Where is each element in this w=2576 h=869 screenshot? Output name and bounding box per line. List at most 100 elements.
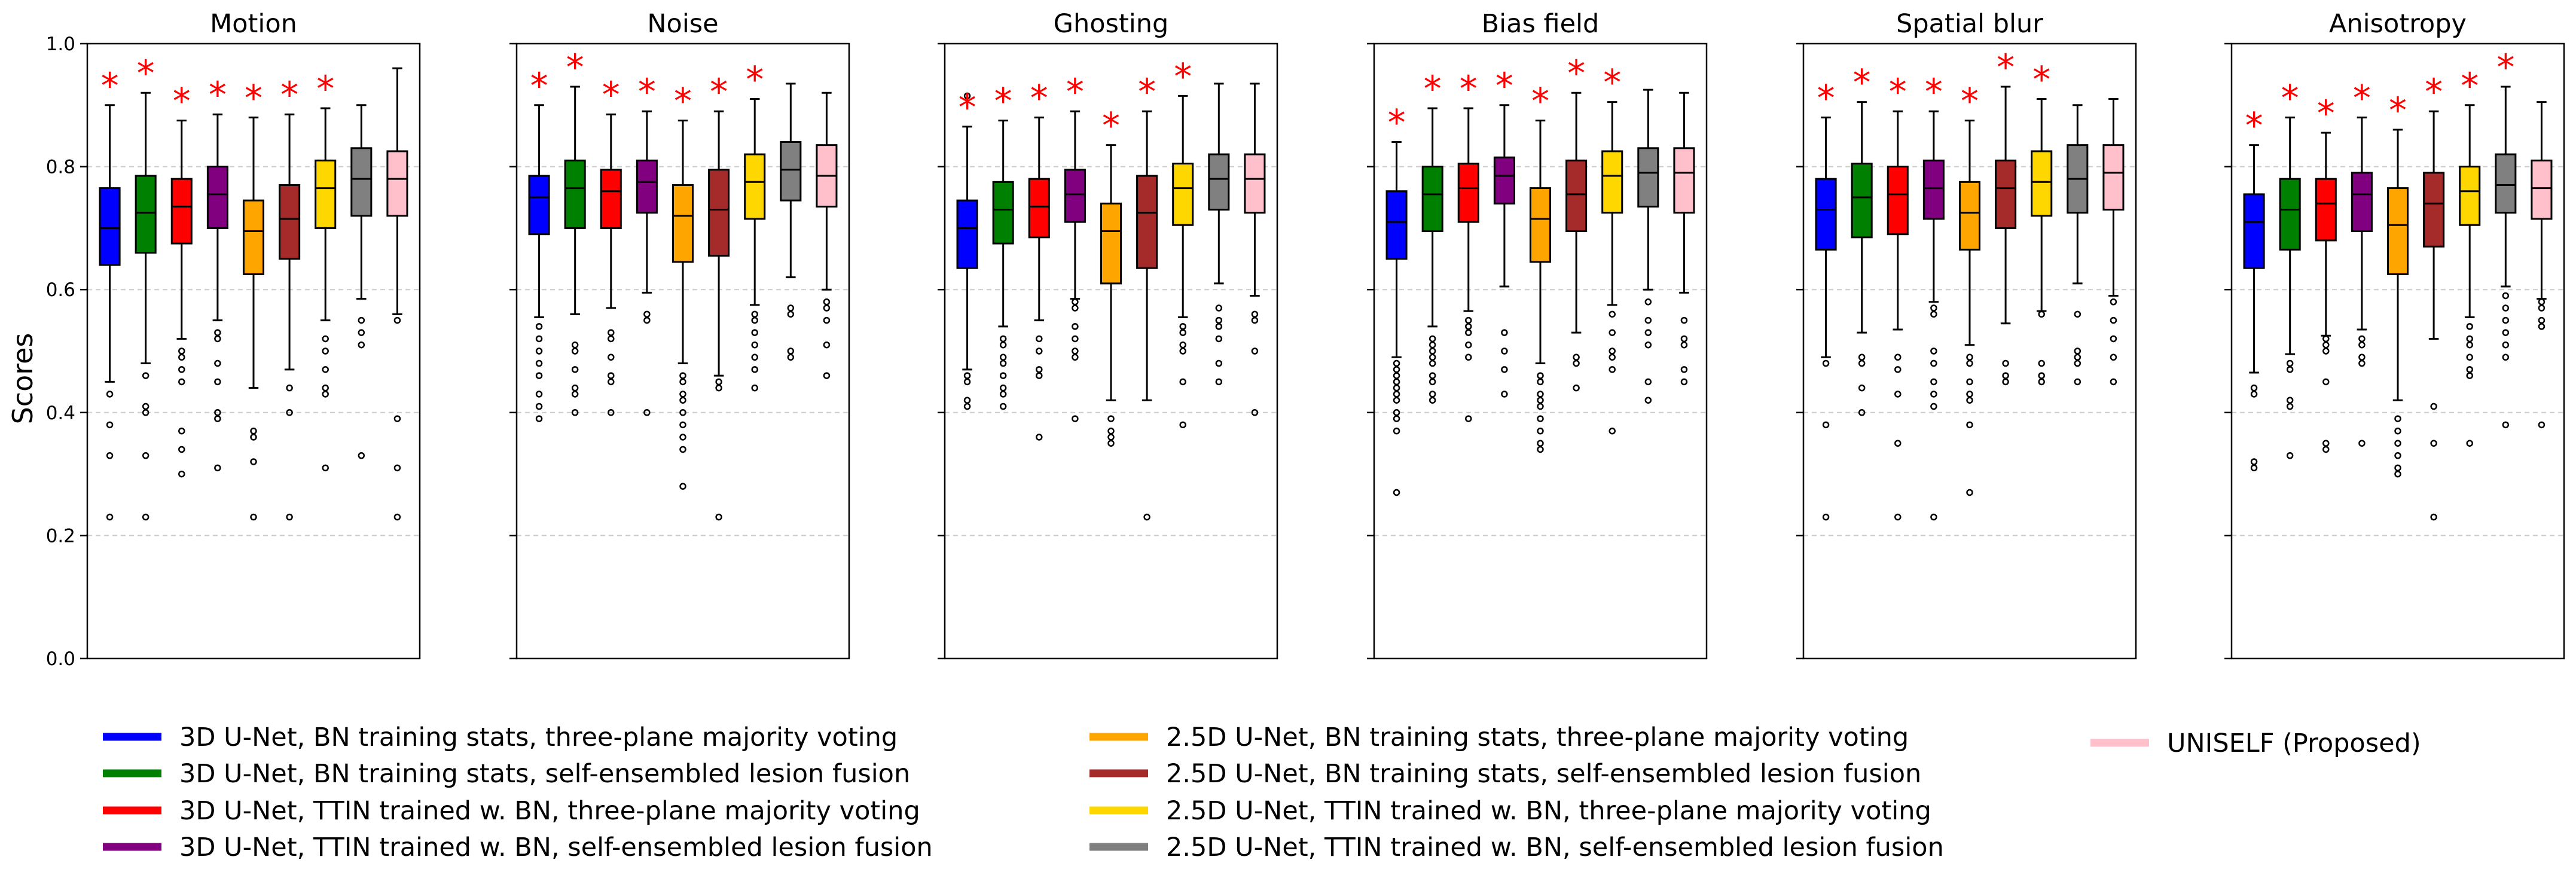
outlier-point [751,329,758,336]
outlier-point [1393,384,1400,392]
outlier-point [787,310,795,318]
y-tick-label: 0.2 [46,525,75,547]
outlier-point [1930,304,1937,312]
outlier-point [1644,329,1652,336]
outlier-point [1465,329,1472,336]
box-4: * [242,77,265,521]
panel-title: Bias field [1482,9,1600,39]
box-7 [1208,83,1230,386]
outlier-point [1429,353,1436,361]
outlier-point [571,409,579,416]
outlier-point [999,353,1007,361]
outlier-point [823,316,831,324]
outlier-point [999,384,1007,392]
outlier-point [535,359,543,367]
significance-star: * [245,77,263,119]
significance-star: * [746,59,764,101]
outlier-point [2322,347,2330,355]
outlier-point [1644,316,1652,324]
outlier-point [1822,513,1830,521]
significance-star: * [1817,77,1835,119]
axes-frame [515,42,850,660]
outlier-point [2110,316,2117,324]
outlier-point [2502,292,2510,300]
legend-entry-4: 2.5D U-Net, BN training stats, three-pla… [1089,722,1909,752]
outlier-point [214,378,221,386]
outlier-point [358,341,365,349]
box-body [279,184,301,260]
outlier-point [1429,397,1436,404]
significance-star: * [316,68,334,110]
box-body [2531,159,2553,220]
outlier-point [1894,366,1902,373]
box-body [744,153,766,220]
box-8 [386,67,408,521]
box-4: * [1529,81,1552,453]
outlier-point [1072,353,1079,361]
outlier-point [2250,464,2258,472]
outlier-point [1393,391,1400,398]
outlier-point [787,347,795,355]
outlier-point [679,421,686,429]
outlier-point [1501,329,1508,336]
outlier-point [2466,366,2473,373]
box-1: * [2279,77,2301,459]
outlier-point [2466,341,2473,349]
box-2: * [1457,68,1479,422]
outlier-point [142,403,149,410]
outlier-point [2322,378,2330,386]
box-8 [2102,98,2125,386]
box-body [1064,169,1086,223]
outlier-point [1501,366,1508,373]
outlier-point [2430,513,2437,521]
outlier-point [2074,359,2081,367]
box-body [992,181,1014,245]
outlier-point [963,92,971,100]
outlier-point [393,316,401,324]
outlier-point [250,458,257,465]
axes-frame [944,42,1278,660]
outlier-point [2358,359,2366,367]
box-6: * [2459,65,2481,447]
outlier-point [1215,378,1223,386]
box-3: * [206,74,228,472]
box-body [135,175,157,254]
outlier-point [2074,378,2081,386]
box-3: * [636,71,658,416]
outlier-point [535,415,543,422]
outlier-point [1429,372,1436,379]
outlier-point [1465,341,1472,349]
significance-star: * [2281,77,2299,119]
outlier-point [2038,310,2045,318]
y-tick-label: 1.0 [46,33,75,55]
outlier-point [2466,440,2473,447]
box-6: * [2031,59,2053,386]
outlier-point [2110,378,2117,386]
box-body [170,178,193,245]
outlier-point [963,378,971,386]
box-body [1601,150,1623,214]
outlier-point [142,372,149,379]
significance-star: * [2317,93,2335,135]
outlier-point [393,513,401,521]
significance-star: * [566,47,584,89]
outlier-point [2286,452,2294,459]
outlier-point [1930,347,1937,355]
outlier-point [1179,347,1186,355]
outlier-point [571,366,579,373]
box-body [1028,178,1050,239]
panel-3: ** * * ** *Bias field [1367,9,1708,660]
outlier-point [178,446,185,453]
box-body [1995,159,2017,229]
outlier-point [106,391,114,398]
outlier-point [1680,366,1688,373]
outlier-point [2538,298,2546,306]
box-body [528,175,550,236]
outlier-point [358,452,365,459]
outlier-point [2358,341,2366,349]
outlier-point [751,384,758,392]
box-body [242,199,265,276]
box-body [1565,159,1588,233]
panel-2: * * * *** *Ghosting [938,9,1278,660]
box-7 [780,83,802,361]
